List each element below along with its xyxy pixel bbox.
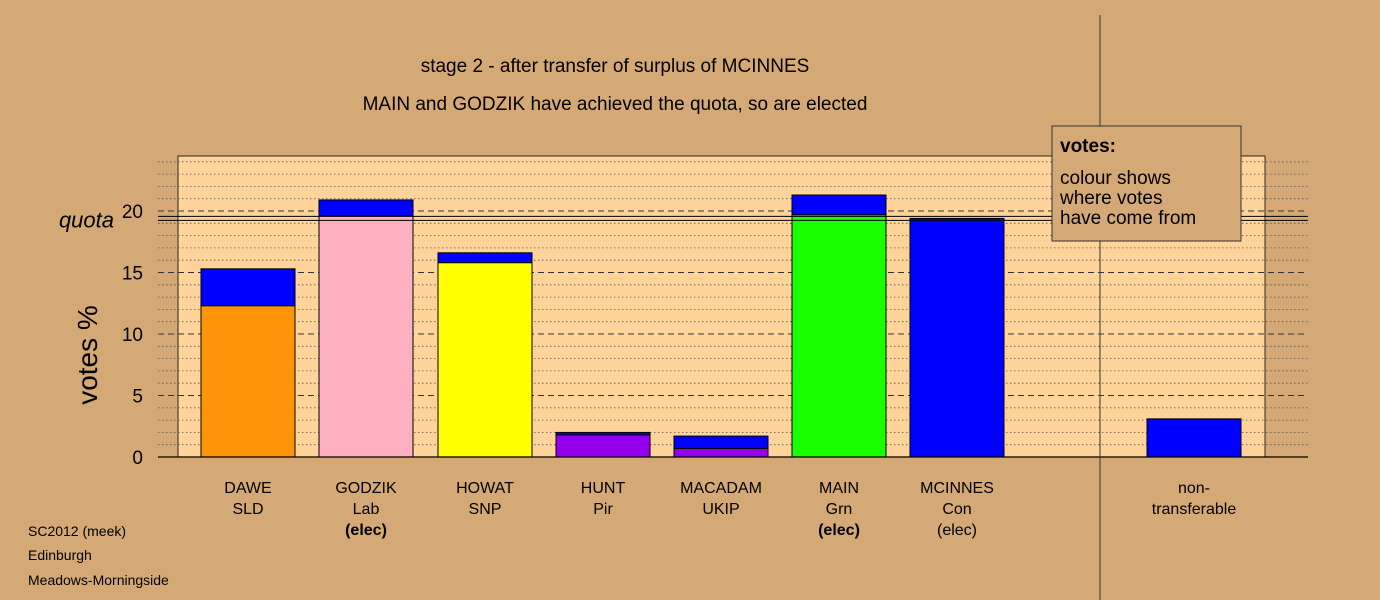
legend-text: colour shows — [1060, 168, 1171, 189]
bar-godzik-base — [318, 215, 414, 458]
x-tick-label-name: DAWE — [224, 480, 271, 497]
legend-box — [1051, 125, 1242, 242]
x-tick-label-name: MACADAM — [680, 480, 762, 497]
legend-title: votes: — [1060, 136, 1116, 157]
footer-election: SC2012 (meek) — [28, 523, 127, 539]
x-tick-label-party: SNP — [469, 501, 502, 518]
bar-godzik-transfer — [318, 199, 414, 217]
bar-dawe-base — [200, 305, 296, 458]
x-tick-label-party: transferable — [1152, 501, 1237, 518]
chart-subtitle: MAIN and GODZIK have achieved the quota,… — [363, 94, 868, 115]
bar-dawe-transfer — [200, 268, 296, 307]
x-tick-label-status: (elec) — [345, 522, 387, 539]
y-axis-label: votes % — [72, 305, 103, 405]
bar-macadam-transfer — [673, 435, 769, 449]
x-tick-label-name: MAIN — [819, 480, 859, 497]
y-tick-label: 15 — [122, 264, 143, 285]
x-tick-label-party: Con — [942, 501, 971, 518]
x-tick-label-party: Grn — [826, 501, 853, 518]
bar-mcinnes-transfer — [909, 217, 1005, 458]
x-tick-label-name: HOWAT — [456, 480, 514, 497]
bar-main-transfer — [791, 194, 887, 216]
x-tick-label-party: UKIP — [702, 501, 739, 518]
quota-label: quota — [59, 207, 114, 232]
chart-title: stage 2 - after transfer of surplus of M… — [421, 56, 810, 77]
footer-council: Edinburgh — [28, 547, 92, 563]
legend-text: have come from — [1060, 208, 1196, 229]
y-tick-label: 20 — [122, 202, 143, 223]
bar-hunt-transfer — [555, 431, 651, 436]
x-tick-label-name: MCINNES — [920, 480, 994, 497]
y-tick-label: 10 — [122, 325, 143, 346]
bar-macadam-base — [673, 447, 769, 458]
x-tick-label-name: HUNT — [581, 480, 626, 497]
footer-ward: Meadows-Morningside — [28, 572, 169, 588]
x-tick-label-status: (elec) — [818, 522, 860, 539]
x-tick-label-status: (elec) — [937, 522, 977, 539]
x-tick-label-party: SLD — [232, 501, 263, 518]
y-tick-label: 0 — [132, 448, 143, 469]
y-tick-label: 5 — [132, 387, 143, 408]
bar-non--transfer — [1146, 418, 1242, 458]
x-tick-label-name: GODZIK — [335, 480, 397, 497]
x-tick-label-name: non- — [1178, 480, 1210, 497]
legend-text: where votes — [1059, 188, 1162, 209]
bar-howat-base — [437, 262, 533, 458]
bar-howat-transfer — [437, 252, 533, 264]
x-tick-label-party: Pir — [593, 501, 613, 518]
bar-main-base — [791, 214, 887, 458]
x-tick-label-party: Lab — [353, 501, 380, 518]
bar-hunt-base — [555, 434, 651, 458]
